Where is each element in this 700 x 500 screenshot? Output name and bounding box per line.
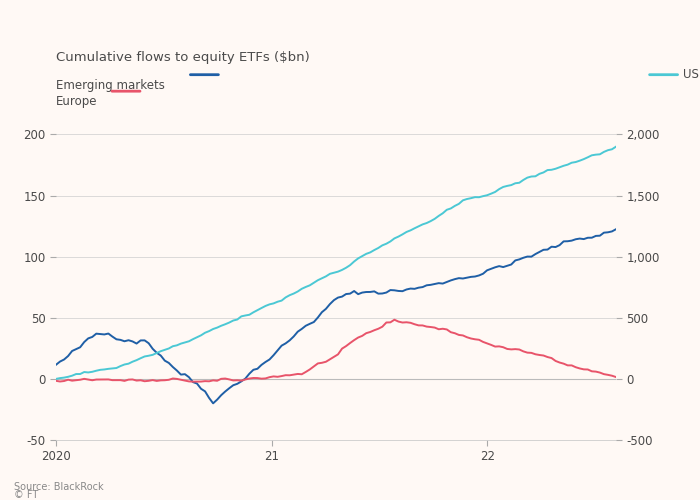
Text: Source: BlackRock: Source: BlackRock	[14, 482, 104, 492]
Text: Emerging markets: Emerging markets	[56, 78, 165, 92]
Text: Europe: Europe	[56, 95, 97, 108]
Text: Cumulative flows to equity ETFs ($bn): Cumulative flows to equity ETFs ($bn)	[56, 50, 309, 64]
Text: © FT: © FT	[14, 490, 38, 500]
Text: US: US	[683, 68, 699, 81]
